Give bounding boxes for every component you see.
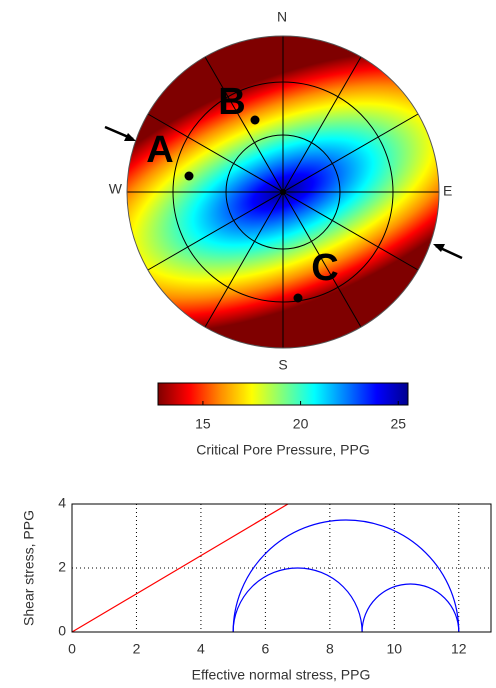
- direction-label: E: [443, 183, 452, 199]
- y-axis-label: Shear stress, PPG: [21, 510, 37, 626]
- net-outline: [126, 35, 440, 349]
- colorbar-tick-label: 15: [195, 416, 211, 432]
- plot-frame: [71, 503, 492, 633]
- direction-label: S: [278, 357, 287, 373]
- x-tick-label: 10: [387, 641, 403, 657]
- point-marker: [293, 293, 303, 303]
- x-axis-label: Effective normal stress, PPG: [192, 667, 371, 683]
- point-marker: [184, 171, 194, 181]
- colorbar-label: Critical Pore Pressure, PPG: [196, 442, 370, 458]
- y-tick-label: 4: [58, 495, 66, 511]
- mohr-circle: [232, 567, 363, 633]
- colorbar-tick-label: 25: [390, 416, 406, 432]
- point-label: C: [311, 247, 338, 289]
- x-tick-label: 4: [197, 641, 205, 657]
- center-dot: [280, 189, 286, 195]
- x-tick-label: 2: [133, 641, 141, 657]
- y-tick-label: 2: [58, 559, 66, 575]
- plot-area: [71, 503, 492, 633]
- arrow-head: [433, 244, 445, 252]
- x-tick-label: 12: [451, 641, 467, 657]
- colorbar-tick-label: 20: [293, 416, 309, 432]
- x-tick-label: 0: [68, 641, 76, 657]
- x-tick-label: 8: [326, 641, 334, 657]
- colorbar: [157, 382, 409, 406]
- point-label: A: [146, 129, 173, 171]
- x-tick-label: 6: [261, 641, 269, 657]
- mohr-circle: [232, 519, 460, 633]
- y-tick-label: 0: [58, 623, 66, 639]
- direction-label: N: [277, 9, 287, 25]
- mohr-circle: [361, 583, 460, 633]
- failure-line: [71, 503, 289, 633]
- arrow-head: [124, 133, 136, 141]
- point-label: B: [218, 81, 245, 123]
- point-marker: [250, 115, 260, 125]
- direction-label: W: [109, 181, 123, 197]
